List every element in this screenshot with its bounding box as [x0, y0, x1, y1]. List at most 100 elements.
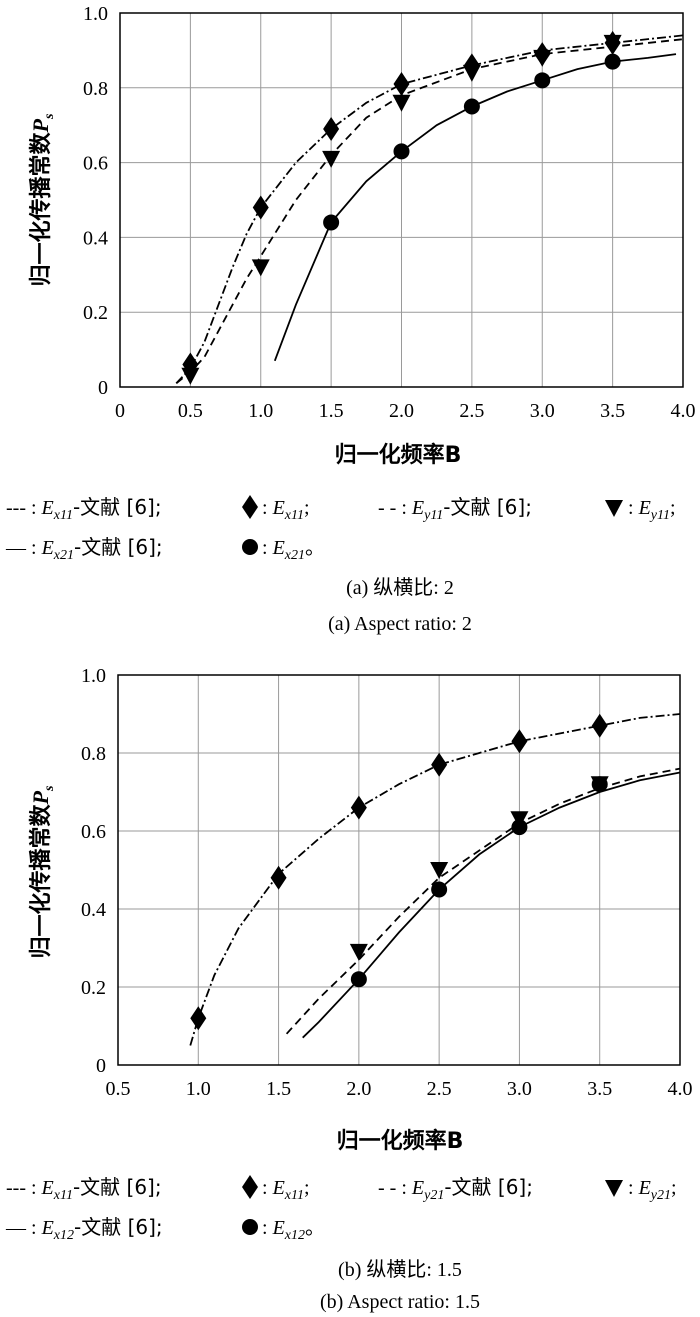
chartA-x-tick-5: 2.5	[459, 400, 484, 422]
chartB-y-tick-5: 1.0	[81, 665, 106, 687]
chart-a-x-axis-label: 归一化频率B	[335, 442, 462, 468]
chartB-y-tick-3: 0.6	[81, 821, 106, 843]
chartB-series-1-diamond-0	[190, 1006, 207, 1031]
chart-a-y-axis-label: 归一化传播常数Ps	[28, 113, 57, 286]
chartB-y-tick-1: 0.2	[81, 977, 106, 999]
chartB-series-3-triangle-down-1	[430, 862, 449, 879]
legend-a-row-2-item-2: : Ex21。	[262, 535, 325, 563]
chartB-series-1-diamond-3	[431, 752, 448, 777]
chartA-x-tick-3: 1.5	[319, 400, 344, 422]
chartB-series-5-circle-3	[591, 776, 608, 793]
legend-b-row-1-item-3: - - : Ey21-文献 [6];	[378, 1175, 533, 1203]
chartA-frame	[119, 12, 684, 388]
legend-a-circle	[242, 539, 258, 555]
chartA-x-tick-7: 3.5	[600, 400, 625, 422]
legend-b-row-2: — : Ex12-文献 [6];	[5, 1215, 163, 1243]
chartA-series-3-triangle-down-6	[603, 34, 622, 52]
chart-a-tick-labels: 0 0.5 1.0 1.5 2.0 2.5 3.0 3.5 4.0 0 0.2 0.4 0.6 0.8 1.…	[83, 3, 696, 422]
chart-b-y-axis-label-sub: s	[42, 785, 57, 792]
legend-b-circle	[242, 1219, 258, 1235]
chartB-series-1-diamond-5	[591, 713, 608, 738]
caption-b-cn: (b) 纵横比: 1.5	[338, 1258, 462, 1281]
legend-b-row-2-item-2: : Ex12。	[262, 1215, 325, 1243]
chartB-series-1-diamond-4	[511, 729, 528, 754]
chartA-series-1-diamond-1	[252, 195, 269, 220]
chart-b-x-axis-label: 归一化频率B	[337, 1128, 464, 1154]
chartA-series-3-triangle-down-0	[181, 367, 200, 385]
chartA-series-5-circle-4	[604, 53, 621, 70]
chartB-x-tick-6: 3.5	[587, 1078, 612, 1100]
chartA-series-3-triangle-down-3	[392, 94, 411, 112]
chartB-x-tick-5: 3.0	[507, 1078, 532, 1100]
chartB-y-tick-4: 0.8	[81, 743, 106, 765]
legend-b-circle-marker	[242, 1219, 258, 1235]
chartB-x-tick-7: 4.0	[668, 1078, 693, 1100]
legend-b-row-1-item-2: : Ex11;	[262, 1177, 310, 1203]
legend-a-row-2: — : Ex21-文献 [6];	[5, 535, 163, 563]
legend-b-triangle	[605, 1180, 623, 1197]
chart-a-series	[175, 30, 684, 385]
chartB-x-tick-1: 1.0	[186, 1078, 211, 1100]
legend-b-triangle-marker	[605, 1180, 623, 1197]
chartA-y-tick-1: 0.2	[83, 302, 108, 324]
chart-b-grid	[117, 674, 681, 1066]
chartB-series-1-diamond-2	[350, 795, 367, 820]
legend-a-row-1-item-3: - - : Ey11-文献 [6];	[378, 495, 532, 523]
chartB-series-0-line	[189, 713, 681, 1046]
chart-a-grid	[119, 12, 684, 388]
legend-b: --- : Ex11-文献 [6]; : Ex11; - - : Ey21-文献…	[5, 1175, 677, 1243]
chartA-series-5-circle-2	[463, 98, 480, 115]
chartA-x-tick-2: 1.0	[248, 400, 273, 422]
chart-b-y-axis-label: 归一化传播常数Ps	[28, 785, 57, 958]
chart-a-y-axis-label-sub: s	[42, 113, 57, 120]
legend-a-row-1-item-2: : Ex11;	[262, 497, 310, 523]
chart-b-series	[189, 713, 681, 1046]
chartA-x-tick-1: 0.5	[178, 400, 203, 422]
chartB-series-3-triangle-down-0	[349, 943, 368, 961]
caption-b-en: (b) Aspect ratio: 1.5	[320, 1291, 480, 1313]
chartA-x-tick-8: 4.0	[671, 400, 696, 422]
chartB-series-5-circle-1	[431, 881, 448, 898]
chart-b-tick-labels: 0.5 1.0 1.5 2.0 2.5 3.0 3.5 4.0 0 0.2 0.4 0.6 0.8 1.0	[81, 665, 693, 1100]
chartB-series-2-line	[285, 767, 681, 1035]
chartB-x-tick-2: 1.5	[266, 1078, 291, 1100]
chartB-x-tick-0: 0.5	[106, 1078, 131, 1100]
chartA-series-3-triangle-down-5	[533, 49, 552, 67]
chartA-y-tick-5: 1.0	[83, 3, 108, 25]
legend-a-row-1: --- : Ex11-文献 [6];	[6, 495, 162, 523]
legend-a-triangle	[605, 500, 623, 517]
chart-b-y-axis-label-p: P	[28, 790, 53, 805]
legend-a-diamond	[242, 495, 258, 519]
chart-b: 0.5 1.0 1.5 2.0 2.5 3.0 3.5 4.0 0 0.2 0.4 0.6 0.8 1.0…	[28, 665, 693, 1154]
legend-b-diamond	[242, 1175, 258, 1199]
chartB-series-5-circle-0	[350, 971, 367, 988]
chartA-series-5-circle-3	[534, 72, 551, 89]
legend-b-diamond-marker	[242, 1175, 258, 1199]
chartA-series-3-triangle-down-4	[462, 64, 481, 82]
chartB-series-4-line	[302, 771, 681, 1039]
chart-a: 0 0.5 1.0 1.5 2.0 2.5 3.0 3.5 4.0 0 0.2 0.4 0.6 0.8 1.…	[28, 3, 696, 468]
chartA-series-3-triangle-down-2	[322, 150, 341, 168]
chartB-y-tick-2: 0.4	[81, 899, 106, 921]
legend-a-diamond-marker	[242, 495, 258, 519]
caption-a-en: (a) Aspect ratio: 2	[328, 613, 472, 635]
chartB-x-tick-3: 2.0	[346, 1078, 371, 1100]
chartA-series-1-diamond-2	[323, 116, 340, 141]
chartA-y-tick-4: 0.8	[83, 78, 108, 100]
chartA-y-tick-2: 0.4	[83, 227, 108, 249]
legend-a-row-1-item-4: : Ey11;	[628, 497, 676, 523]
legend-b-row-1-item-4: : Ey21;	[628, 1177, 677, 1203]
chartB-y-tick-0: 0	[96, 1055, 106, 1077]
chartA-series-5-circle-0	[323, 214, 340, 231]
chartB-series-1-diamond-1	[270, 865, 287, 890]
chartA-x-tick-4: 2.0	[389, 400, 414, 422]
caption-a-cn: (a) 纵横比: 2	[346, 576, 454, 599]
legend-a-circle-marker	[242, 539, 258, 555]
chartB-x-tick-4: 2.5	[427, 1078, 452, 1100]
legend-a: --- : Ex11-文献 [6]; : Ex11; - - : Ey11-文献…	[5, 495, 676, 563]
chartA-x-tick-0: 0	[115, 400, 125, 422]
chartA-y-tick-3: 0.6	[83, 153, 108, 175]
chartA-y-tick-0: 0	[98, 377, 108, 399]
chart-a-y-axis-label-p: P	[28, 118, 53, 133]
